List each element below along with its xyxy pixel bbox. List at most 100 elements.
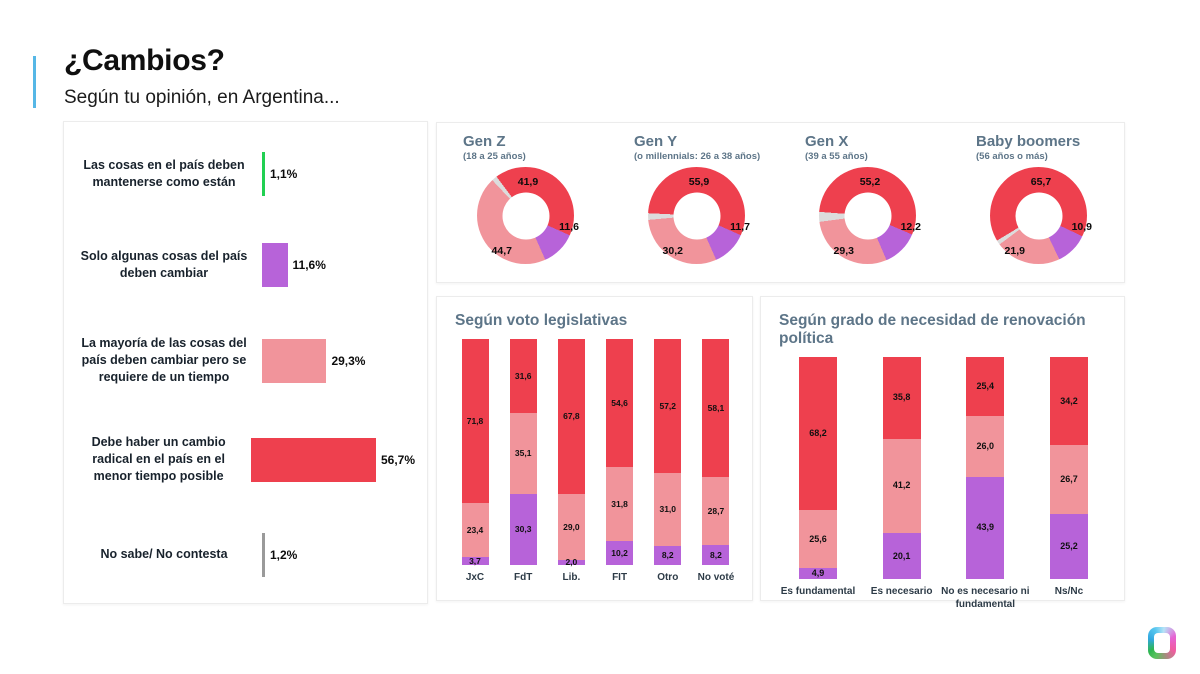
opinion-row: Las cosas en el país deben mantenerse co… [74,152,415,196]
segment-value-label: 34,2 [1060,395,1078,406]
vote-chart-title: Según voto legislativas [455,312,628,329]
stacked-column: 58,1 28,7 8,2 No voté [696,339,736,585]
opinion-category-label: Debe haber un cambio radical en el país … [91,434,226,484]
opinion-value-label: 11,6% [292,258,326,273]
donut-hole [502,192,549,239]
stacked-column: 57,2 31,0 8,2 Otro [648,339,688,585]
opinion-bar-zone: 1,1% [262,152,415,196]
bar-segment: 43,9 [966,476,1005,579]
segment-value-label: 2,0 [565,557,578,568]
bar-segment: 26,0 [966,416,1005,477]
segment-value-label: 35,1 [514,448,532,459]
stacked-bar: 35,8 41,2 20,1 [882,357,921,579]
opinion-category-label: La mayoría de las cosas del país deben c… [81,335,247,385]
x-axis-label: FIT [612,572,628,583]
donut-generation-name: Baby boomers [976,133,1081,150]
bar-segment: 31,8 [606,466,634,542]
opinion-category-label: Solo algunas cosas del país deben cambia… [80,249,248,281]
donut-slice-label: 11,6 [559,221,579,234]
segment-value-label: 25,2 [1060,540,1078,551]
donut-generation-subtitle: (39 a 55 años) [805,151,868,162]
stacked-column: 34,2 26,7 25,2 Ns/Nc [1030,357,1108,611]
donut-slice-label: 65,7 [1030,176,1052,188]
segment-value-label: 23,4 [466,524,484,535]
segment-value-label: 8,2 [661,550,674,561]
x-axis-label: JxC [465,572,485,583]
stacked-column: 68,2 25,6 4,9 Es fundamental [779,357,857,611]
bar-segment: 26,7 [1049,445,1088,514]
segment-value-label: 31,8 [611,498,628,509]
donut-group: Baby boomers (56 años o más) 65,7 10,9 21,9 [976,133,1147,282]
opinion-row: Solo algunas cosas del país deben cambia… [74,243,415,288]
donut-slice-label: 12,2 [900,221,921,234]
donut-generation-subtitle: (18 a 25 años) [463,151,526,162]
bar-segment: 3,7 [461,557,489,565]
opinion-bar [262,533,265,577]
bar-segment: 68,2 [799,357,837,511]
opinion-row: No sabe/ No contesta 1,2% [74,533,415,577]
segment-value-label: 8,2 [710,549,722,560]
x-axis-label: Otro [657,572,679,583]
stacked-bar: 57,2 31,0 8,2 [654,339,682,565]
donut-chart: 65,7 10,9 21,9 [990,167,1092,264]
bar-segment: 35,1 [509,412,537,495]
segment-value-label: 4,9 [811,567,825,578]
stacked-bar: 34,2 26,7 25,2 [1049,357,1088,579]
bar-segment: 67,8 [557,339,585,495]
opinion-bar-chart-card: Las cosas en el país deben mantenerse co… [63,121,428,604]
opinion-bar [262,152,265,196]
stacked-bar: 67,8 29,0 2,0 [557,339,585,568]
donut-hole [1015,192,1062,239]
donut-chart: 55,9 11,7 30,2 [648,167,750,264]
stacked-column: 54,6 31,8 10,2 FIT [600,339,640,585]
opinion-value-label: 29,3% [331,353,366,368]
bar-segment: 25,4 [966,357,1005,417]
stacked-bar: 31,6 35,1 30,3 [509,339,537,565]
segment-value-label: 26,7 [1060,474,1078,485]
donut-generation-name: Gen X [805,133,849,150]
stacked-column: 71,8 23,4 3,7 JxC [455,339,495,585]
donut-slice-label: 10,9 [1071,221,1092,234]
segment-value-label: 29,0 [563,521,580,532]
bar-segment: 54,6 [606,339,634,467]
segment-value-label: 41,2 [892,480,911,491]
opinion-bar [251,437,376,482]
stacked-bar: 25,4 26,0 43,9 [966,357,1005,579]
x-axis-label: Es necesario [870,586,933,597]
donut-group: Gen Y (o millennials: 26 a 38 años) 55,9 11… [634,133,805,282]
x-axis-label: Es fundamental [780,586,856,597]
segment-value-label: 43,9 [976,522,995,533]
bar-segment: 34,2 [1049,357,1088,446]
bar-segment: 29,0 [557,494,585,561]
bar-segment: 31,6 [509,339,537,413]
stacked-column: 67,8 29,0 2,0 Lib. [551,339,591,585]
bar-segment: 10,2 [606,541,634,565]
segment-value-label: 31,6 [514,370,532,381]
donut-group: Gen Z (18 a 25 años) 41,9 11,6 44,7 [463,133,634,282]
stacked-column: 35,8 41,2 20,1 Es necesario [863,357,941,611]
donut-chart: 55,2 12,2 29,3 [819,167,921,264]
bar-segment: 71,8 [461,339,489,504]
donut-slice-label: 30,2 [662,245,683,257]
segment-value-label: 57,2 [659,400,677,411]
renovation-stacked-chart-card: Según grado de necesidad de renovación p… [760,296,1125,610]
segment-value-label: 10,2 [611,547,628,558]
opinion-value-label: 56,7% [380,452,415,467]
donut-group: Gen X (39 a 55 años) 55,2 12,2 29,3 [805,133,976,282]
segment-value-label: 30,3 [514,524,532,535]
opinion-bar-zone: 11,6% [262,243,415,288]
segment-value-label: 71,8 [466,415,484,426]
vote-stacked-chart-card: Según voto legislativas 71,8 23,4 3,7 JxC 31… [436,296,753,601]
segment-value-label: 26,0 [976,440,995,451]
opinion-value-label: 1,1% [270,167,298,181]
gradient-ring-logo-icon [1148,627,1176,659]
opinion-value-label: 1,2% [270,548,298,562]
bar-segment: 57,2 [654,339,682,474]
donut-slice-label: 55,9 [688,176,710,188]
donut-slice-label: 55,2 [859,176,881,188]
x-axis-label: No voté [697,572,735,583]
x-axis-label: FdT [514,572,533,583]
bar-segment: 31,0 [654,473,682,546]
segment-value-label: 25,4 [976,381,995,392]
bar-segment: 25,2 [1049,514,1088,579]
